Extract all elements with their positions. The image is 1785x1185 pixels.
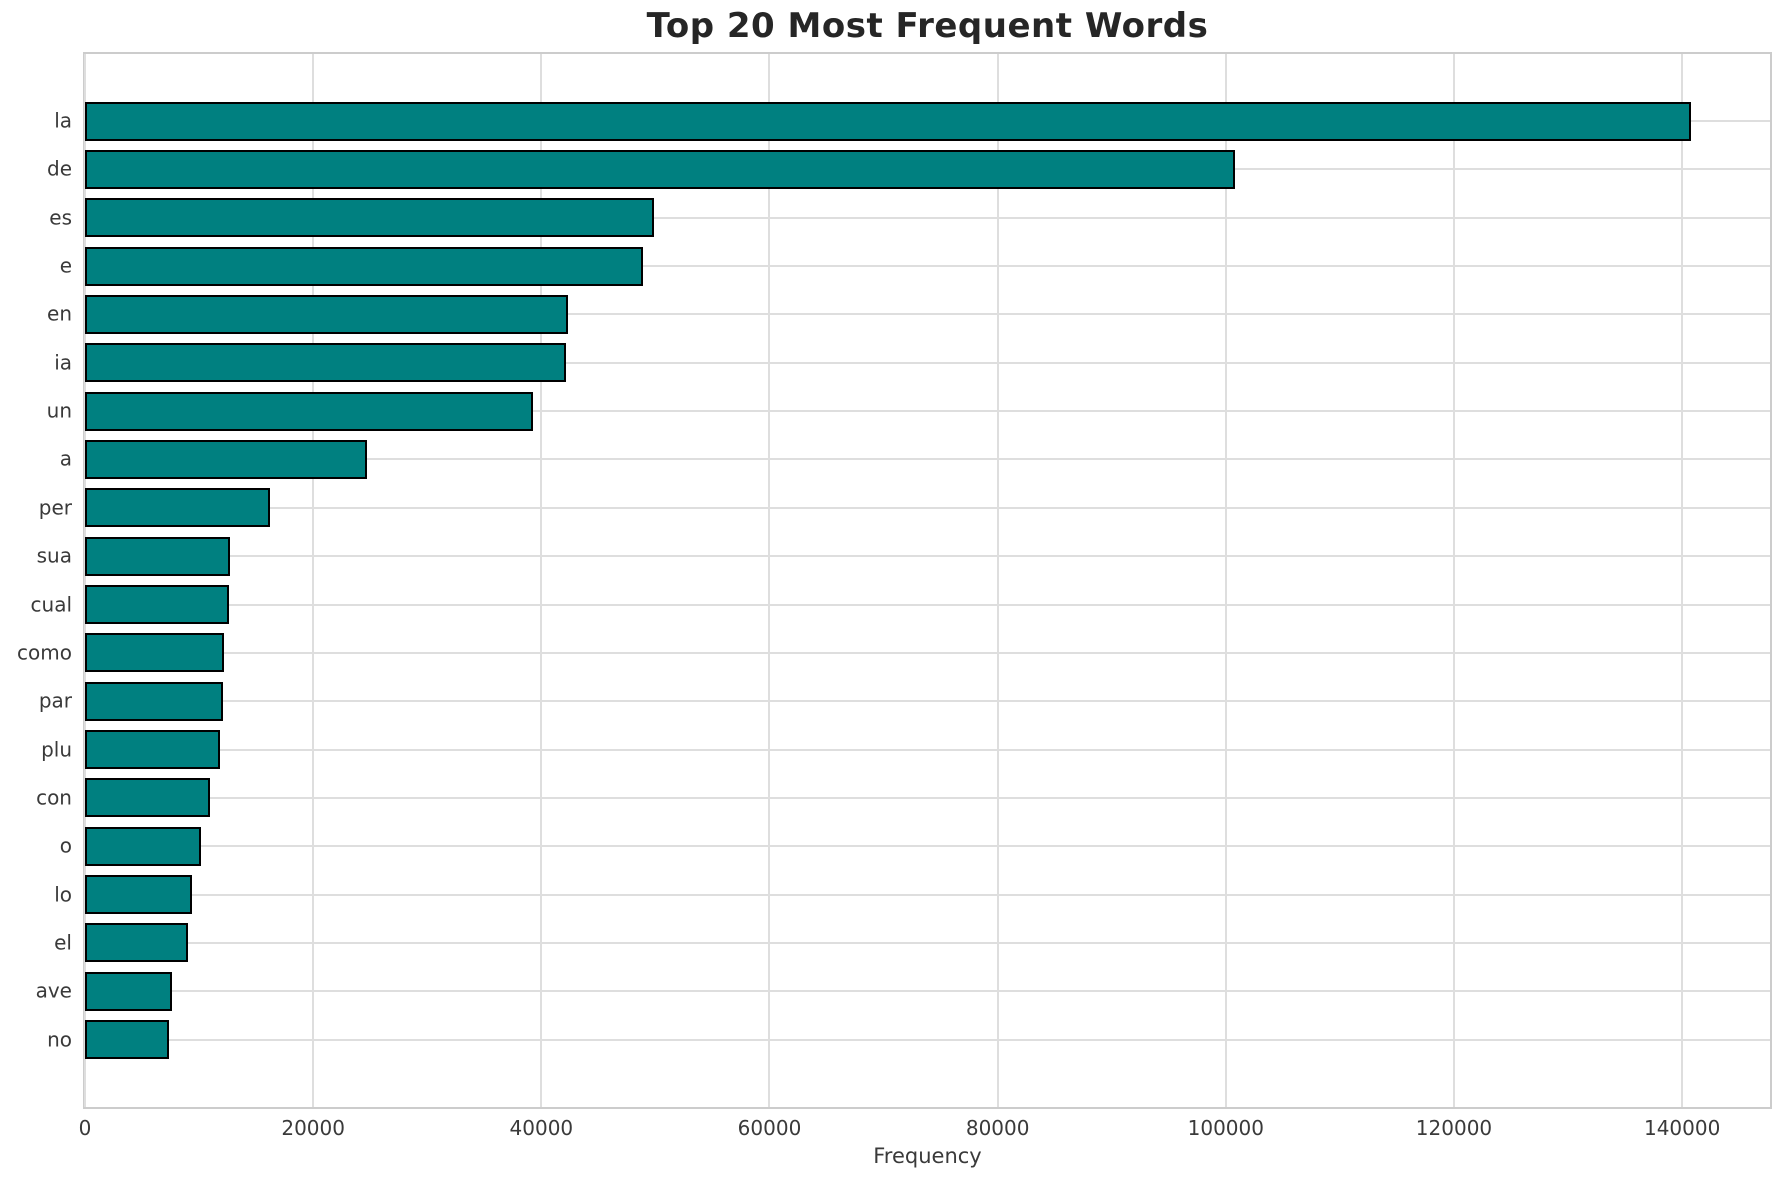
y-tick-label-plu: plu (41, 737, 72, 762)
bar-sua (85, 536, 230, 576)
horizontal-gridline-como (85, 651, 1770, 654)
vertical-gridline-140000 (1681, 54, 1684, 1107)
y-tick-label-per: per (38, 495, 72, 520)
vertical-gridline-40000 (540, 54, 543, 1107)
bar-cual (85, 585, 229, 624)
x-tick-label-60000: 60000 (737, 1116, 802, 1140)
bar-ave (85, 971, 172, 1011)
bar-per (85, 488, 270, 528)
chart-title: Top 20 Most Frequent Words (646, 6, 1209, 46)
horizontal-gridline-en (85, 313, 1770, 316)
horizontal-gridline-plu (85, 748, 1770, 751)
horizontal-gridline-con (85, 796, 1770, 799)
horizontal-gridline-ia (85, 361, 1770, 364)
horizontal-gridline-no (85, 1038, 1770, 1041)
y-tick-label-en: en (47, 301, 72, 326)
x-tick-label-0: 0 (78, 1116, 92, 1140)
plot-area (84, 54, 1770, 1107)
x-axis-title: Frequency (873, 1144, 982, 1168)
horizontal-gridline-per (85, 506, 1770, 509)
bar-plu (85, 730, 220, 770)
horizontal-gridline-o (85, 845, 1770, 848)
horizontal-gridline-el (85, 941, 1770, 944)
vertical-gridline-80000 (996, 54, 999, 1107)
y-tick-label-un: un (46, 398, 72, 423)
bar-como (85, 633, 225, 673)
horizontal-gridline-a (85, 458, 1770, 461)
bar-e (85, 246, 643, 286)
horizontal-gridline-e (85, 265, 1770, 268)
bar-la (85, 101, 1692, 141)
horizontal-gridline-sua (85, 555, 1770, 558)
bar-o (85, 826, 202, 866)
bar-de (85, 149, 1235, 189)
y-axis-labels: la de es e en ia un a per sua cual como par plu con o lo… (0, 0, 72, 1185)
y-tick-label-e: e (59, 253, 72, 278)
horizontal-gridline-lo (85, 893, 1770, 896)
vertical-gridline-20000 (312, 54, 315, 1107)
y-tick-label-ia: ia (54, 350, 72, 375)
bar-en (85, 294, 568, 334)
horizontal-gridline-par (85, 700, 1770, 703)
x-tick-label-100000: 100000 (1187, 1116, 1264, 1140)
x-tick-label-80000: 80000 (965, 1116, 1030, 1140)
bar-el (85, 923, 188, 963)
bar-a (85, 439, 367, 479)
x-tick-label-120000: 120000 (1415, 1116, 1493, 1140)
horizontal-gridline-cual (85, 603, 1770, 606)
vertical-gridline-0 (84, 54, 86, 1107)
y-tick-label-es: es (49, 205, 72, 230)
y-tick-label-o: o (59, 833, 72, 858)
y-tick-label-de: de (47, 156, 72, 181)
bar-par (85, 681, 224, 721)
y-tick-label-la: la (54, 108, 72, 133)
vertical-gridline-100000 (1224, 54, 1227, 1107)
y-tick-label-el: el (54, 930, 72, 955)
y-tick-label-no: no (47, 1027, 72, 1052)
x-tick-label-20000: 20000 (281, 1116, 345, 1140)
bar-con (85, 778, 211, 818)
horizontal-gridline-un (85, 410, 1770, 413)
bar-un (85, 391, 534, 431)
bar-es (85, 198, 655, 238)
x-tick-label-140000: 140000 (1643, 1116, 1721, 1140)
x-tick-label-40000: 40000 (509, 1116, 574, 1140)
vertical-gridline-60000 (768, 54, 771, 1107)
bar-no (85, 1020, 170, 1060)
y-tick-label-lo: lo (54, 882, 72, 907)
vertical-gridline-120000 (1452, 54, 1455, 1107)
y-tick-label-como: como (17, 640, 72, 665)
y-tick-label-par: par (38, 688, 72, 713)
y-tick-label-ave: ave (35, 978, 72, 1003)
horizontal-gridline-ave (85, 990, 1770, 993)
y-tick-label-cual: cual (30, 592, 72, 617)
y-tick-label-sua: sua (36, 543, 72, 568)
bar-lo (85, 875, 193, 915)
y-tick-label-con: con (36, 785, 72, 810)
bar-ia (85, 343, 567, 383)
horizontal-gridline-es (85, 216, 1770, 219)
y-tick-label-a: a (59, 446, 72, 471)
